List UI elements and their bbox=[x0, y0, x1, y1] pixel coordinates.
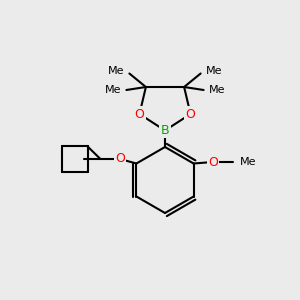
Text: Me: Me bbox=[240, 157, 256, 167]
Text: O: O bbox=[186, 107, 195, 121]
Text: Me: Me bbox=[209, 85, 226, 95]
Text: Me: Me bbox=[107, 66, 124, 76]
Text: O: O bbox=[115, 152, 125, 166]
Text: O: O bbox=[208, 155, 218, 169]
Text: O: O bbox=[135, 107, 144, 121]
Text: B: B bbox=[161, 124, 169, 137]
Text: Me: Me bbox=[104, 85, 121, 95]
Text: Me: Me bbox=[206, 66, 223, 76]
